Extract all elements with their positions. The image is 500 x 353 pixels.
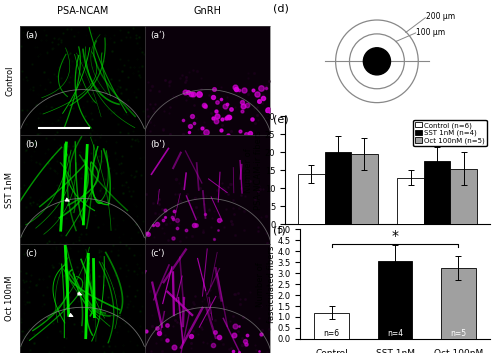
Bar — [441, 268, 476, 339]
Text: PSA-NCAM: PSA-NCAM — [57, 6, 108, 16]
Text: n=6: n=6 — [324, 329, 340, 337]
Text: n=4: n=4 — [387, 329, 403, 337]
Text: (cʹ): (cʹ) — [150, 249, 164, 257]
Text: (bʹ): (bʹ) — [150, 140, 165, 149]
Text: (c): (c) — [25, 249, 37, 257]
Y-axis label: Number of
fasciculated fibers: Number of fasciculated fibers — [256, 245, 276, 323]
Bar — [314, 313, 349, 339]
Text: SST 1nM: SST 1nM — [6, 172, 15, 208]
Text: (b): (b) — [25, 140, 38, 149]
Text: (d): (d) — [272, 4, 288, 13]
Text: (aʹ): (aʹ) — [150, 31, 165, 40]
Bar — [324, 152, 351, 224]
Bar — [298, 174, 324, 224]
Y-axis label: Number of
PSA-NCAM-ir fibers: Number of PSA-NCAM-ir fibers — [244, 131, 264, 210]
Legend: Control (n=6), SST 1nM (n=4), Oct 100nM (n=5): Control (n=6), SST 1nM (n=4), Oct 100nM … — [414, 120, 486, 146]
Bar — [450, 168, 477, 224]
Bar — [398, 178, 424, 224]
Text: GnRH: GnRH — [194, 6, 222, 16]
Bar — [351, 154, 378, 224]
Bar — [378, 261, 412, 339]
Text: (f): (f) — [272, 226, 285, 236]
Text: Oct 100nM: Oct 100nM — [6, 276, 15, 321]
Text: 100 μm: 100 μm — [416, 28, 446, 37]
Circle shape — [364, 48, 390, 75]
Text: 200 μm: 200 μm — [426, 12, 455, 21]
Bar — [424, 161, 450, 224]
Text: (a): (a) — [25, 31, 38, 40]
Text: n=5: n=5 — [450, 329, 466, 337]
Text: (e): (e) — [272, 115, 288, 125]
Text: *: * — [392, 229, 398, 243]
Text: Control: Control — [6, 66, 15, 96]
